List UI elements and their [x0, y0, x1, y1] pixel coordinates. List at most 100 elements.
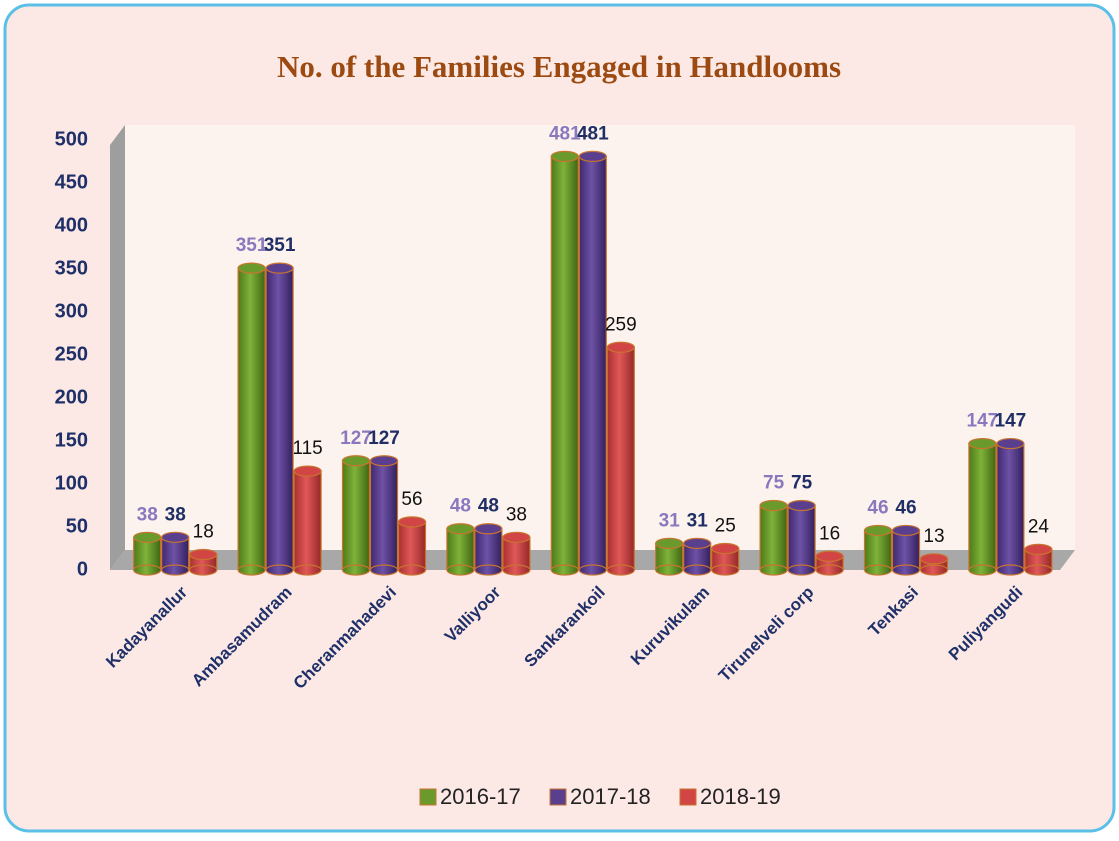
bar [759, 499, 788, 576]
bar-body [863, 529, 893, 571]
y-tick-label: 200 [55, 386, 88, 408]
data-label: 127 [340, 428, 372, 449]
bar-top [550, 150, 579, 162]
bar-body [265, 267, 294, 571]
bar-top [996, 437, 1025, 450]
bar-top [133, 531, 162, 543]
y-tick-label: 400 [55, 214, 88, 236]
bar-bottom [189, 564, 218, 576]
bar-top [655, 537, 684, 549]
data-label: 75 [763, 473, 785, 494]
bar [161, 531, 190, 576]
bar-bottom [759, 564, 788, 576]
bar [397, 516, 427, 576]
data-label: 18 [193, 522, 214, 543]
bar-body [578, 155, 607, 571]
bar-bottom [919, 564, 949, 576]
bar [502, 531, 531, 576]
data-label: 48 [478, 496, 499, 517]
bar-bottom [711, 564, 740, 576]
bar [293, 465, 322, 576]
data-label: 13 [923, 526, 944, 547]
y-tick-label: 500 [55, 128, 88, 150]
bar-top [815, 550, 844, 562]
bar-bottom [815, 564, 844, 576]
bar-bottom [550, 564, 579, 576]
legend-swatch [549, 788, 567, 806]
bar-bottom [369, 564, 399, 576]
y-tick-label: 100 [55, 472, 88, 494]
legend-swatch [419, 788, 437, 806]
bar [341, 455, 371, 576]
y-tick-label: 350 [55, 257, 88, 279]
bar-bottom [655, 564, 684, 576]
bar-bottom [161, 564, 190, 576]
bar-top [711, 542, 740, 555]
y-tick-label: 150 [55, 429, 88, 451]
legend-label: 2017-18 [570, 784, 651, 809]
bar-top [578, 150, 607, 162]
data-label: 38 [506, 504, 527, 525]
bar-top [787, 499, 816, 512]
bar-top [369, 455, 399, 467]
data-label: 24 [1028, 516, 1050, 537]
data-label: 56 [401, 489, 422, 510]
legend-label: 2016-17 [440, 784, 521, 809]
bar-top [968, 437, 997, 450]
bar-top [606, 341, 635, 353]
bar-top [1024, 543, 1053, 555]
data-label: 115 [292, 438, 322, 459]
bar-bottom [341, 564, 371, 576]
y-tick-label: 50 [66, 515, 88, 537]
data-label: 31 [687, 510, 709, 531]
bar [891, 524, 921, 576]
bar-top [891, 524, 921, 537]
bar-top [237, 262, 266, 274]
bar-bottom [293, 564, 322, 576]
y-tick-label: 450 [55, 171, 88, 193]
legend-swatch [679, 788, 697, 806]
bar-top [759, 499, 788, 512]
bar-body [293, 470, 322, 571]
bar-top [161, 531, 190, 543]
data-label: 259 [605, 314, 637, 335]
data-label: 46 [895, 497, 916, 518]
bar [968, 437, 997, 576]
bar [474, 523, 503, 576]
bar-body [446, 528, 475, 571]
bar-top [189, 548, 218, 561]
bar [655, 537, 684, 576]
data-label: 127 [368, 428, 400, 449]
bar-bottom [578, 564, 607, 576]
bar [711, 542, 740, 576]
bar [815, 550, 844, 576]
bar-top [919, 553, 949, 565]
data-label: 481 [577, 123, 609, 144]
bar-bottom [446, 564, 475, 576]
bar-body [369, 460, 399, 571]
legend: 2016-17 2017-18 2018-19 [419, 784, 781, 809]
bar-bottom [996, 564, 1025, 576]
bar [683, 537, 712, 576]
bar [787, 499, 816, 576]
data-label: 351 [236, 235, 268, 256]
bar-bottom [891, 564, 921, 576]
bar-body [787, 504, 816, 571]
side-wall [110, 125, 125, 570]
bar-bottom [1024, 564, 1053, 576]
bar [996, 437, 1025, 576]
bar [1024, 543, 1053, 576]
bar [578, 150, 607, 576]
bar-body [474, 528, 503, 571]
bar-bottom [787, 564, 816, 576]
chart-title: No. of the Families Engaged in Handlooms [277, 49, 841, 84]
data-label: 351 [264, 235, 296, 256]
data-label: 147 [995, 411, 1027, 432]
bar [133, 531, 162, 576]
data-label: 16 [819, 523, 840, 544]
bar-body [237, 267, 266, 571]
data-label: 147 [967, 411, 999, 432]
bar [237, 262, 266, 576]
bar-top [397, 516, 427, 528]
data-label: 48 [450, 496, 471, 517]
